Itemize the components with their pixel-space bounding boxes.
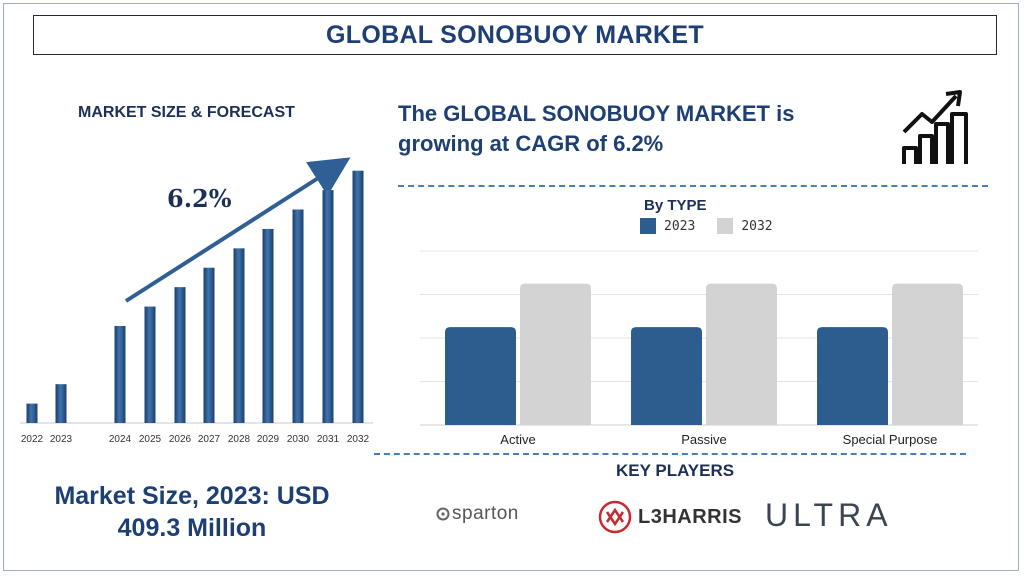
type-tick-special-purpose: Special Purpose <box>843 432 938 447</box>
l3harris-logo-text: L3HARRIS <box>638 505 743 528</box>
forecast-tick-2029: 2029 <box>257 434 280 445</box>
market-size-line-2: 409.3 Million <box>117 514 267 542</box>
l3harris-logo-icon <box>598 500 632 534</box>
type-bar-passive-2023 <box>631 327 702 425</box>
forecast-tick-2030: 2030 <box>287 434 310 445</box>
headline-line-2: growing at CAGR of 6.2% <box>398 131 664 156</box>
forecast-bar-2031 <box>322 190 334 423</box>
legend-label-2032: 2032 <box>741 218 773 234</box>
forecast-tick-2028: 2028 <box>228 434 251 445</box>
sparton-logo: sparton <box>436 503 519 525</box>
type-bar-special-purpose-2023 <box>817 327 888 425</box>
forecast-bar-2025 <box>144 306 156 423</box>
type-bar-passive-2032 <box>706 283 777 425</box>
l3harris-logo: L3HARRIS <box>598 500 742 534</box>
cagr-headline: The GLOBAL SONOBUOY MARKET is growing at… <box>398 99 868 159</box>
type-tick-passive: Passive <box>681 432 727 447</box>
legend-swatch-2023 <box>640 218 656 234</box>
by-type-legend: 2023 2032 <box>640 218 795 234</box>
forecast-tick-2031: 2031 <box>317 434 340 445</box>
forecast-bar-2022 <box>26 403 38 423</box>
ultra-logo: ULTRA <box>765 497 893 533</box>
type-bar-active-2032 <box>520 283 591 425</box>
forecast-bar-2027 <box>203 267 215 423</box>
sparton-logo-icon <box>436 507 450 521</box>
market-size-summary: Market Size, 2023: USD 409.3 Million <box>22 480 362 544</box>
page-title: GLOBAL SONOBUOY MARKET <box>33 15 997 55</box>
forecast-bar-2030 <box>292 209 304 423</box>
forecast-tick-2024: 2024 <box>109 434 132 445</box>
legend-item-2032: 2032 <box>717 218 773 234</box>
forecast-tick-2026: 2026 <box>169 434 192 445</box>
by-type-title: By TYPE <box>644 197 707 214</box>
forecast-bar-2032 <box>352 170 364 423</box>
cagr-annotation: 6.2% <box>167 184 232 213</box>
legend-label-2023: 2023 <box>664 218 696 234</box>
forecast-bar-2024 <box>114 325 126 423</box>
forecast-tick-2025: 2025 <box>139 434 162 445</box>
sparton-logo-text: sparton <box>452 503 519 524</box>
forecast-tick-2023: 2023 <box>50 434 73 445</box>
forecast-bar-2026 <box>174 287 186 423</box>
trend-arrow <box>124 157 351 303</box>
key-players-title: KEY PLAYERS <box>616 461 735 480</box>
type-bar-active-2023 <box>445 327 516 425</box>
page-frame <box>3 3 1019 571</box>
legend-item-2023: 2023 <box>640 218 695 234</box>
forecast-tick-2027: 2027 <box>198 434 221 445</box>
type-bar-special-purpose-2032 <box>892 283 963 425</box>
market-size-forecast-title: MARKET SIZE & FORECAST <box>78 104 295 121</box>
forecast-tick-2022: 2022 <box>21 434 44 445</box>
by-type-bar-chart: Active Passive Special Purpose <box>420 250 978 447</box>
forecast-tick-2032: 2032 <box>347 434 370 445</box>
forecast-bar-2028 <box>233 248 245 423</box>
headline-line-1: The GLOBAL SONOBUOY MARKET is <box>398 101 795 126</box>
divider-top <box>398 185 988 187</box>
market-size-line-1: Market Size, 2023: USD <box>54 482 330 510</box>
forecast-bar-2029 <box>262 228 274 423</box>
type-tick-active: Active <box>500 432 535 447</box>
forecast-bar-2023 <box>55 384 67 423</box>
growth-chart-icon <box>902 90 968 164</box>
divider-bottom <box>374 453 966 455</box>
forecast-bar-chart: 2022 2023 2024 2025 2026 2027 2028 2029 2030 2031… <box>20 157 373 445</box>
legend-swatch-2032 <box>717 218 734 234</box>
